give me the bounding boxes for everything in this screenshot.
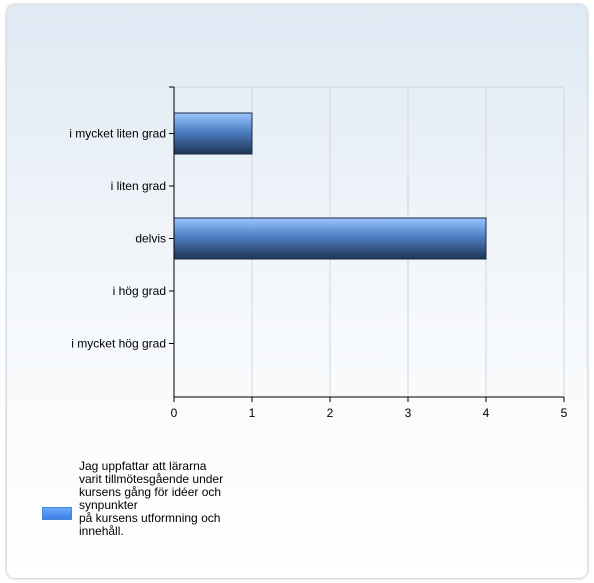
bars [173,112,487,260]
x-tick-label: 1 [249,406,256,420]
bar [173,112,253,155]
category-label: delvis [135,232,166,246]
axes [169,86,565,402]
category-label: i mycket hög grad [71,337,166,351]
category-label: i hög grad [113,284,166,298]
category-label: i liten grad [111,179,166,193]
x-tick-label: 4 [483,406,490,420]
x-tick-label: 2 [327,406,334,420]
legend-swatch [42,507,72,520]
legend: Jag uppfattar att lärarna varit tillmöte… [42,460,282,538]
chart-panel [7,5,587,578]
x-tick-label: 3 [405,406,412,420]
bar [173,217,487,260]
x-tick-label: 5 [561,406,568,420]
legend-label: Jag uppfattar att lärarna varit tillmöte… [79,459,224,538]
labels: 0 1 2 3 4 5 i mycket liten grad i liten grad del… [69,127,567,421]
x-tick-label: 0 [171,406,178,420]
category-label: i mycket liten grad [69,127,166,141]
